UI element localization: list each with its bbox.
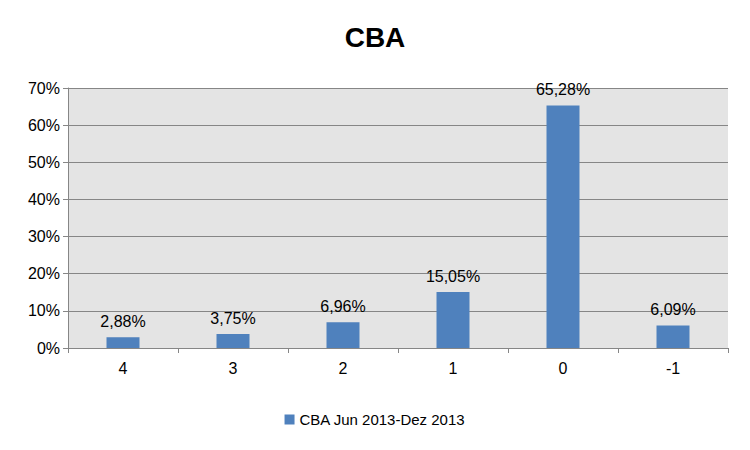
svg-text:2,88%: 2,88% [100,313,145,330]
svg-text:50%: 50% [28,154,60,171]
svg-text:2: 2 [339,360,348,377]
svg-text:4: 4 [119,360,128,377]
svg-text:1: 1 [449,360,458,377]
svg-text:10%: 10% [28,302,60,319]
svg-text:0%: 0% [37,340,60,357]
svg-text:6,09%: 6,09% [650,301,695,318]
svg-text:3: 3 [229,360,238,377]
svg-text:15,05%: 15,05% [426,268,480,285]
svg-text:3,75%: 3,75% [210,310,255,327]
svg-text:40%: 40% [28,191,60,208]
svg-text:-1: -1 [666,360,680,377]
svg-text:30%: 30% [28,228,60,245]
svg-text:70%: 70% [28,80,60,97]
svg-text:0: 0 [559,360,568,377]
svg-text:20%: 20% [28,265,60,282]
svg-text:60%: 60% [28,117,60,134]
svg-text:CBA Jun 2013-Dez 2013: CBA Jun 2013-Dez 2013 [300,411,465,428]
svg-text:6,96%: 6,96% [320,298,365,315]
svg-text:CBA: CBA [345,22,406,53]
svg-text:65,28%: 65,28% [536,81,590,98]
